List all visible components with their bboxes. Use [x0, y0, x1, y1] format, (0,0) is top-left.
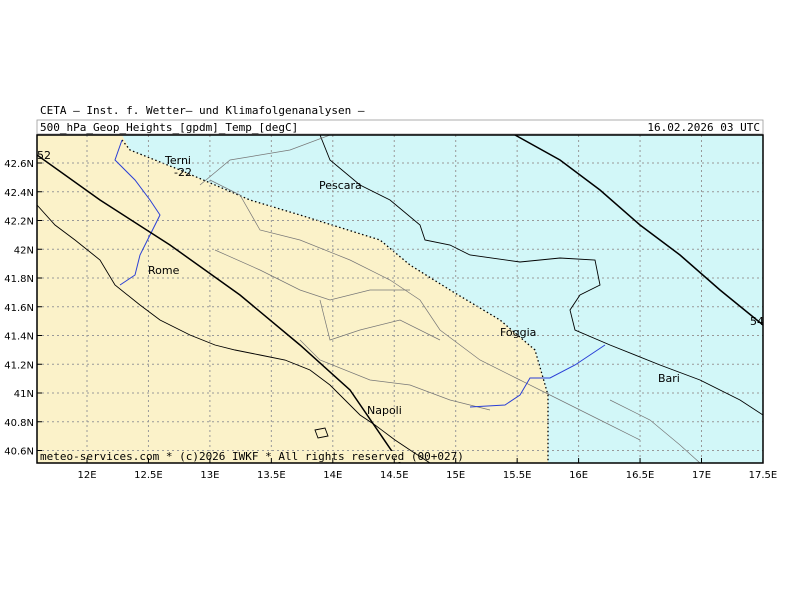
y-tick-label: 42.4N	[4, 188, 34, 199]
tiber-river	[114, 139, 161, 286]
x-tick-label: 14E	[323, 470, 342, 481]
y-tick-label: 42N	[14, 245, 34, 256]
place-label: Terni	[164, 154, 191, 167]
y-tick-label: 42.2N	[4, 217, 34, 228]
height-contour	[514, 135, 763, 326]
x-tick-label: 16E	[569, 470, 588, 481]
footer-bg	[38, 451, 400, 462]
x-tick-label: 15E	[446, 470, 465, 481]
y-tick-label: 42.6N	[4, 159, 34, 170]
title-box	[36, 119, 764, 135]
grid	[37, 135, 763, 463]
contour-label: 52	[37, 149, 51, 162]
ofanto-river	[469, 344, 606, 408]
axis-labels: 12E 12.5E 13E 13.5E 14E 14.5E 15E 15.5E 16E 16.5E…	[4, 159, 777, 481]
place-label: Pescara	[319, 179, 362, 192]
y-tick-label: 40.8N	[4, 418, 34, 429]
x-tick-label: 16.5E	[626, 470, 655, 481]
place-label: Foggia	[500, 326, 536, 339]
y-tick-label: 41N	[14, 389, 34, 400]
place-label: Napoli	[367, 404, 402, 417]
height-contour	[37, 154, 401, 463]
valid-time: 16.02.2026 03 UTC	[647, 121, 760, 134]
x-tick-label: 15.5E	[503, 470, 532, 481]
map-frame	[36, 134, 764, 464]
x-tick-label: 13E	[200, 470, 219, 481]
footer: meteo-services.com * (c)2026 IWKF * All …	[40, 450, 464, 463]
x-tick-label: 13.5E	[257, 470, 286, 481]
y-tick-label: 40.6N	[4, 447, 34, 458]
place-label: Bari	[658, 372, 680, 385]
adriatic-coast	[319, 135, 763, 416]
institute: CETA — Inst. f. Wetter— und Klimafolgena…	[40, 104, 365, 117]
x-tick-label: 14.5E	[380, 470, 409, 481]
place-label: Rome	[148, 264, 180, 277]
contour-label: 54	[750, 315, 764, 328]
x-tick-label: 17.5E	[749, 470, 778, 481]
y-tick-label: 41.2N	[4, 360, 34, 371]
region-borders	[199, 135, 701, 463]
contour-label: -22	[174, 166, 192, 179]
x-tick-label: 17E	[692, 470, 711, 481]
isotherm	[121, 139, 549, 463]
y-tick-label: 41.4N	[4, 332, 34, 343]
y-tick-label: 41.8N	[4, 274, 34, 285]
island	[314, 427, 329, 439]
x-tick-label: 12.5E	[134, 470, 163, 481]
warm-area	[37, 135, 548, 463]
x-tick-label: 12E	[77, 470, 96, 481]
map-area	[37, 135, 763, 463]
product: 500_hPa_Geop_Heights_[gpdm]_Temp_[degC]	[40, 121, 298, 134]
y-tick-label: 41.6N	[4, 303, 34, 314]
